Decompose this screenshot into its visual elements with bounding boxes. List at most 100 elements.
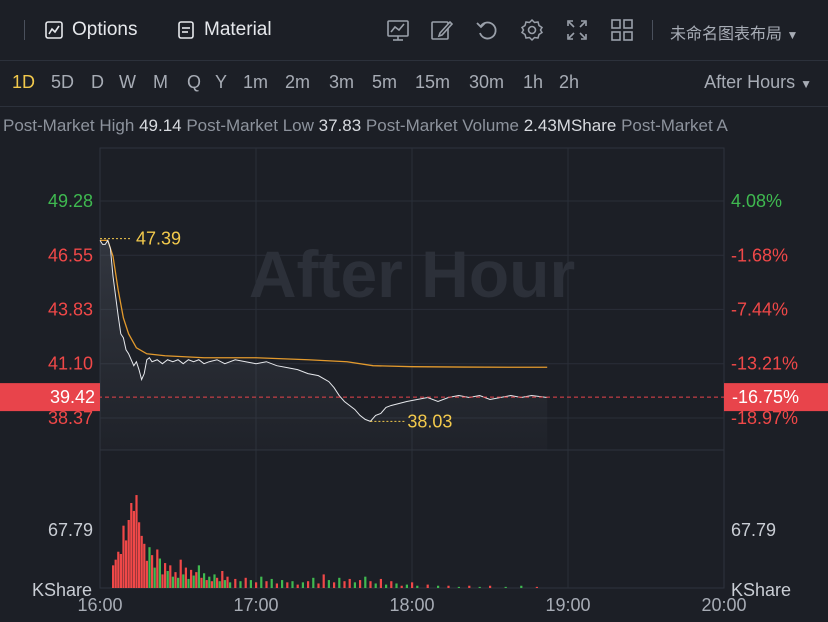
volume-bar [229, 582, 232, 588]
price-tick-label: 43.83 [48, 299, 93, 319]
volume-bar [177, 577, 180, 588]
options-label: Options [72, 19, 138, 40]
price-tick-label: 38.37 [48, 408, 93, 428]
volume-bar [148, 547, 151, 588]
period-bar: 1D 5D D W M Q Y 1m 2m 3m 5m 15m 30m 1h 2h After Hours ▼ [0, 62, 828, 107]
volume-bar [119, 554, 122, 588]
volume-bar [140, 535, 143, 588]
average-price-line [100, 239, 548, 368]
volume-bar [218, 581, 221, 588]
volume-bar [153, 567, 156, 588]
stat-low-label: Post-Market Low [186, 116, 314, 135]
layout-label: 未命名图表布局 [670, 26, 783, 43]
volume-bar [322, 574, 325, 588]
low-marker-label: 38.03 [407, 411, 452, 431]
current-price-badge [0, 383, 100, 412]
volume-bar [312, 577, 315, 588]
price-tick-label: 46.55 [48, 245, 93, 265]
volume-bar [208, 576, 211, 588]
period-2h[interactable]: 2h [559, 72, 580, 92]
chart-analysis-icon[interactable] [385, 17, 411, 43]
volume-bar [143, 543, 146, 588]
caret-down-icon: ▼ [786, 28, 799, 42]
options-chart-icon [45, 21, 63, 39]
intraday-chart[interactable]: After Hour 47.39 38.03 39.42 -16.75% 49.28 46.… [0, 140, 828, 622]
material-button[interactable]: Material [176, 16, 272, 44]
toolbar-divider [24, 20, 25, 40]
volume-bar [390, 581, 393, 588]
period-5d[interactable]: 5D [51, 72, 75, 92]
volume-bar [327, 580, 330, 588]
period-w[interactable]: W [119, 72, 136, 92]
period-y[interactable]: Y [215, 72, 228, 92]
volume-bar [400, 585, 403, 588]
volume-bar [270, 578, 273, 588]
volume-bar [520, 585, 523, 588]
fullscreen-icon[interactable] [564, 17, 590, 43]
period-d[interactable]: D [91, 72, 104, 92]
high-marker-label: 47.39 [136, 229, 181, 249]
volume-bar [265, 581, 268, 588]
period-15m[interactable]: 15m [415, 72, 451, 92]
toolbar-divider [652, 20, 653, 40]
volume-bar [132, 510, 135, 588]
volume-unit-label-left: KShare [32, 580, 92, 600]
period-30m[interactable]: 30m [469, 72, 505, 92]
price-tick-label: 49.28 [48, 191, 93, 211]
settings-icon[interactable] [519, 17, 545, 43]
current-pct-label: -16.75% [732, 387, 799, 407]
volume-bar [195, 572, 198, 588]
volume-bar [333, 582, 336, 588]
watermark: After Hour [249, 237, 575, 311]
stat-high-value: 49.14 [139, 116, 182, 135]
volume-bar [281, 580, 284, 588]
volume-bar [158, 558, 161, 588]
draw-icon[interactable] [429, 17, 455, 43]
volume-bar [369, 581, 372, 588]
volume-bar [169, 565, 172, 588]
volume-bar [416, 585, 419, 588]
volume-tick-label-left: 67.79 [48, 520, 93, 540]
volume-bar [286, 582, 289, 588]
price-line [99, 239, 548, 422]
stat-volume-label: Post-Market Volume [365, 116, 519, 135]
period-3m[interactable]: 3m [329, 72, 355, 92]
volume-bar [187, 578, 190, 588]
reset-icon[interactable] [474, 17, 500, 43]
period-1d[interactable]: 1D [12, 72, 36, 92]
volume-bar [338, 577, 341, 588]
volume-bar [205, 580, 208, 588]
volume-bar [249, 580, 252, 588]
volume-bar [478, 586, 481, 588]
current-pct-badge [724, 383, 828, 412]
volume-bar [385, 584, 388, 588]
volume-bar [260, 576, 263, 588]
layout-grid-icon[interactable] [609, 17, 635, 43]
volume-bar [426, 584, 429, 588]
session-select[interactable]: After Hours ▼ [704, 72, 812, 92]
layout-select[interactable]: 未命名图表布局 ▼ [670, 20, 798, 44]
volume-bar [135, 495, 138, 588]
volume-bar [130, 503, 133, 588]
volume-bar [296, 584, 299, 588]
volume-unit-label-right: KShare [731, 580, 791, 600]
period-2m[interactable]: 2m [285, 72, 311, 92]
period-1m[interactable]: 1m [243, 72, 269, 92]
volume-bar [200, 577, 203, 588]
volume-bar [489, 585, 492, 588]
period-m[interactable]: M [153, 72, 168, 92]
period-1h[interactable]: 1h [523, 72, 544, 92]
stat-trailing-label: Post-Market A [621, 116, 728, 135]
volume-bar [190, 569, 193, 588]
options-button[interactable]: Options [44, 16, 137, 44]
stat-low-value: 37.83 [318, 116, 362, 135]
volume-bar [411, 582, 414, 588]
volume-bar [447, 585, 450, 588]
x-axis-tick-label: 18:00 [389, 595, 434, 615]
period-q[interactable]: Q [187, 72, 202, 92]
volume-bar [353, 582, 356, 588]
volume-bar [112, 565, 115, 588]
volume-bar [174, 572, 177, 588]
period-5m[interactable]: 5m [372, 72, 398, 92]
volume-bar [164, 563, 167, 588]
